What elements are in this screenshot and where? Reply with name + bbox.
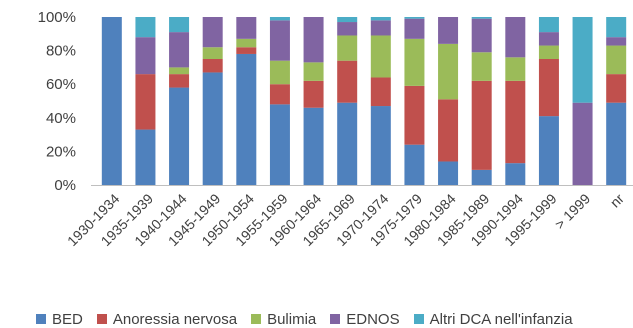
bar-segment [606,102,627,185]
x-tick-label: nr [607,190,627,210]
legend-label: Altri DCA nell'infanzia [429,310,573,328]
bar-segment [370,35,391,78]
bar-segment [269,84,290,105]
legend-swatch [413,314,424,324]
bar-segment [438,161,459,185]
bar-segment [236,47,257,54]
bar-segment [404,18,425,39]
legend-swatch [36,314,46,324]
bar-segment [572,102,593,185]
bar-segment [471,80,492,170]
bar-segment [505,80,526,164]
bar-segment [202,72,223,185]
bars [101,17,627,186]
bar-segment [269,104,290,185]
legend-item: EDNOS [330,310,400,328]
bar-segment [370,77,391,107]
bar-segment [202,47,223,59]
legend-label: EDNOS [346,310,400,328]
bar-segment [269,20,290,61]
bar-segment [404,85,425,145]
bar-segment [269,17,290,21]
bar-segment [303,17,324,63]
bar-segment [303,107,324,185]
legend-swatch [96,314,107,324]
bar-segment [471,52,492,81]
bar-segment [438,43,459,100]
y-axis-ticks: 0% 20% 40% 60% 80% 100% [38,9,76,194]
y-tick-label: 80% [46,43,76,60]
y-tick-label: 40% [46,110,76,127]
bar-segment [337,102,358,185]
y-tick-label: 100% [38,9,76,26]
bar-segment [471,18,492,53]
bar-segment [404,144,425,185]
bar-segment [606,74,627,103]
y-tick-label: 0% [54,177,76,194]
bar-segment [135,74,156,130]
bar-segment [438,17,459,44]
x-axis-ticks: 1930-19341935-19391940-19441945-19491950… [64,190,627,249]
bar-segment [303,80,324,108]
bar-segment [538,45,559,59]
stacked-bar-chart: 0% 20% 40% 60% 80% 100% 1930-19341935-1939194… [38,9,633,249]
legend-label: Anoressia nervosa [112,310,238,328]
bar-segment [169,32,190,68]
bar-segment [337,17,358,23]
bar-segment [169,17,190,33]
legend-item: Anoressia nervosa [96,310,238,328]
x-tick-label: > 1999 [551,190,593,232]
bar-segment [538,17,559,33]
bar-segment [337,60,358,103]
bar-segment [169,74,190,88]
chart-legend: BED Anoressia nervosa Bulimia EDNOS Altri DC… [36,310,587,328]
legend-item: Altri DCA nell'infanzia [413,310,573,328]
bar-segment [606,45,627,75]
bar-segment [337,22,358,36]
legend-label: Bulimia [267,310,317,328]
bar-segment [135,129,156,185]
bar-segment [471,17,492,19]
legend-item: BED [36,311,83,328]
legend-item: Bulimia [251,311,316,328]
bar-segment [202,59,223,73]
bar-segment [370,20,391,36]
legend-swatch [330,314,341,324]
bar-segment [404,17,425,19]
legend-swatch [251,314,262,324]
y-tick-label: 60% [46,76,76,93]
bar-segment [538,59,559,117]
bar-segment [572,17,593,103]
bar-segment [505,17,526,58]
bar-segment [606,17,627,38]
bar-segment [202,17,223,48]
bar-segment [236,17,257,39]
bar-segment [169,87,190,185]
bar-segment [370,17,391,21]
bar-segment [370,106,391,185]
bar-segment [538,116,559,185]
bar-segment [101,17,122,185]
y-tick-label: 20% [46,143,76,160]
bar-segment [269,60,290,85]
bar-segment [438,99,459,162]
bar-segment [236,53,257,186]
bar-segment [471,169,492,185]
bar-segment [505,57,526,81]
bar-segment [606,37,627,46]
bar-segment [303,62,324,81]
bar-segment [135,37,156,75]
bar-segment [236,38,257,48]
bar-segment [505,163,526,185]
legend-label: BED [52,310,83,328]
bar-segment [538,32,559,46]
bar-segment [337,35,358,61]
bar-segment [135,17,156,38]
bar-segment [404,38,425,86]
bar-segment [169,67,190,75]
